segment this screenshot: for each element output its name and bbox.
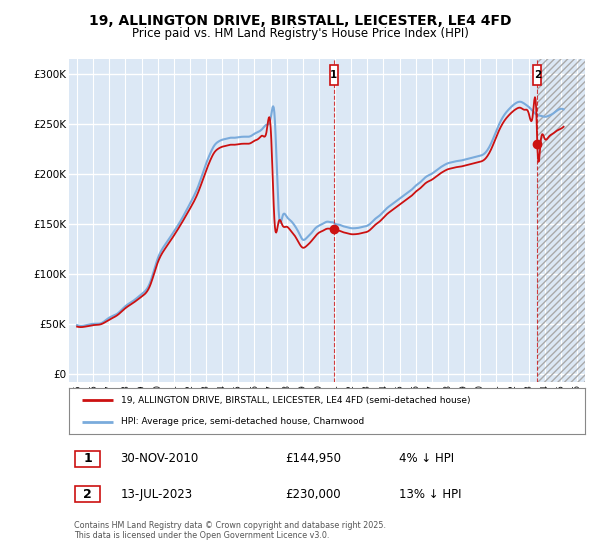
Text: 30-NOV-2010: 30-NOV-2010: [121, 452, 199, 465]
Text: 2: 2: [533, 70, 541, 80]
Text: 19, ALLINGTON DRIVE, BIRSTALL, LEICESTER, LE4 4FD: 19, ALLINGTON DRIVE, BIRSTALL, LEICESTER…: [89, 14, 511, 28]
FancyBboxPatch shape: [330, 66, 338, 85]
Text: Contains HM Land Registry data © Crown copyright and database right 2025.
This d: Contains HM Land Registry data © Crown c…: [74, 521, 386, 540]
Text: 13-JUL-2023: 13-JUL-2023: [121, 488, 193, 501]
Text: £144,950: £144,950: [286, 452, 342, 465]
FancyBboxPatch shape: [75, 486, 100, 502]
Text: £230,000: £230,000: [286, 488, 341, 501]
Text: HPI: Average price, semi-detached house, Charnwood: HPI: Average price, semi-detached house,…: [121, 417, 364, 426]
Text: 4% ↓ HPI: 4% ↓ HPI: [399, 452, 454, 465]
Text: 1: 1: [83, 452, 92, 465]
FancyBboxPatch shape: [533, 66, 541, 85]
Text: Price paid vs. HM Land Registry's House Price Index (HPI): Price paid vs. HM Land Registry's House …: [131, 27, 469, 40]
Bar: [537, 59, 585, 381]
Text: 13% ↓ HPI: 13% ↓ HPI: [399, 488, 462, 501]
Text: 1: 1: [330, 70, 337, 80]
Text: 2: 2: [83, 488, 92, 501]
Text: 19, ALLINGTON DRIVE, BIRSTALL, LEICESTER, LE4 4FD (semi-detached house): 19, ALLINGTON DRIVE, BIRSTALL, LEICESTER…: [121, 396, 470, 405]
FancyBboxPatch shape: [75, 451, 100, 467]
